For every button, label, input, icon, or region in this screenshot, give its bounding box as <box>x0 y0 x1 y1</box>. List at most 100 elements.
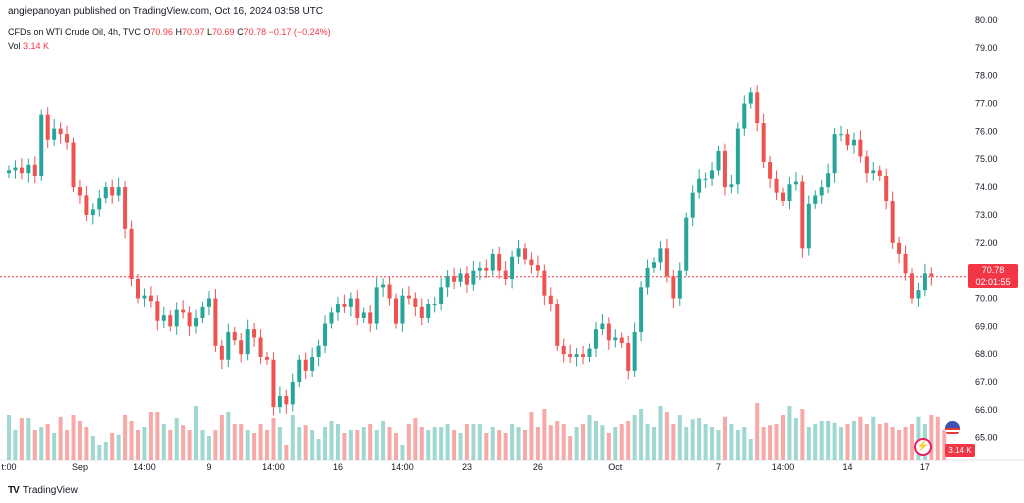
volume-bar <box>26 418 31 460</box>
open-value: 70.96 <box>150 27 173 37</box>
volume-bar <box>942 430 947 460</box>
volume-bar <box>716 430 721 460</box>
volume-bar <box>45 424 50 460</box>
volume-bar <box>290 415 295 460</box>
volume-bar <box>471 424 476 460</box>
candle-body <box>510 256 515 279</box>
x-tick-label: 14:00 <box>772 462 795 472</box>
candle-body <box>581 354 586 357</box>
candle-body <box>774 178 779 193</box>
us-flag-icon[interactable] <box>945 421 960 436</box>
volume-bar <box>110 433 115 460</box>
x-tick-label: 14 <box>842 462 852 472</box>
volume-bar <box>735 430 740 460</box>
candle-body <box>781 192 785 202</box>
candle-body <box>329 312 334 324</box>
y-tick-label: 74.00 <box>975 182 998 192</box>
volume-bar <box>477 424 482 460</box>
volume-bar <box>793 418 798 460</box>
y-tick-label: 75.00 <box>975 154 998 164</box>
volume-bar <box>297 427 302 460</box>
candle-body <box>839 134 844 136</box>
volume-bar <box>722 416 727 460</box>
candle-body <box>200 306 205 318</box>
y-tick-label: 70.00 <box>975 293 998 303</box>
volume-bar <box>65 430 70 460</box>
candle-body <box>671 276 676 299</box>
candle-body <box>877 170 882 176</box>
volume-bar <box>265 430 269 460</box>
volume-bar <box>387 427 392 460</box>
volume-bar <box>39 427 44 460</box>
candle-body <box>703 178 708 180</box>
volume-bar <box>439 427 444 460</box>
y-tick-label: 76.00 <box>975 126 998 136</box>
volume-bar <box>600 425 605 460</box>
candle-body <box>677 270 682 299</box>
candle-body <box>600 323 605 330</box>
candle-body <box>142 295 147 299</box>
candle-body <box>710 170 715 179</box>
candle-body <box>77 187 82 196</box>
candle-body <box>71 142 76 188</box>
flash-icon[interactable]: ⚡ <box>914 438 932 456</box>
volume-bar <box>161 424 166 460</box>
candle-body <box>652 262 656 268</box>
volume-bar <box>729 424 734 460</box>
volume-bar <box>935 416 940 460</box>
time-axis[interactable]: t:00 Sep 14:00 9 14:00 16 14:00 23 26 Oct 7 14:00 14… <box>1 462 929 472</box>
candle-body <box>26 164 31 174</box>
candle-body <box>832 134 837 174</box>
volume-bar <box>142 427 147 460</box>
x-tick-label: 7 <box>716 462 721 472</box>
volume-bar <box>529 412 534 460</box>
publisher-attribution: angiepanoyan published on TradingView.co… <box>8 6 324 17</box>
candle-body <box>697 178 702 193</box>
candle-body <box>755 92 760 124</box>
volume-bar <box>368 424 373 460</box>
candle-body <box>206 298 211 307</box>
volume-bar <box>606 433 611 460</box>
candle-body <box>342 304 347 307</box>
volume-bar <box>845 424 850 460</box>
volume-bar <box>329 421 334 460</box>
candle-body <box>535 265 540 271</box>
tradingview-brand: TradingView <box>22 485 78 496</box>
candle-body <box>793 181 798 185</box>
volume-bar <box>245 430 250 460</box>
candle-body <box>277 395 282 408</box>
y-tick-label: 78.00 <box>975 71 998 81</box>
candle-body <box>568 354 573 357</box>
volume-bar <box>355 430 360 460</box>
volume-bar <box>652 427 656 460</box>
low-label: L <box>207 27 213 37</box>
candles <box>7 85 934 416</box>
tradingview-logo[interactable]: TV TradingView <box>8 485 78 496</box>
candle-body <box>464 273 469 285</box>
volume-bar <box>206 436 211 460</box>
price-axis[interactable]: 80.00 79.00 78.00 77.00 76.00 75.00 74.00 73.00… <box>975 15 998 443</box>
volume-bar <box>613 427 618 460</box>
candle-body <box>265 356 269 360</box>
volume-bar <box>761 427 766 460</box>
candle-body <box>361 312 366 318</box>
candle-body <box>606 323 611 341</box>
candle-body <box>7 170 11 174</box>
candle-body <box>768 162 773 179</box>
volume-bar <box>458 433 463 460</box>
candle-body <box>297 359 302 383</box>
y-tick-label: 79.00 <box>975 43 998 53</box>
candle-body <box>258 337 263 357</box>
price-tag-countdown: 02:01:55 <box>975 277 1011 287</box>
candle-body <box>368 312 373 324</box>
candle-body <box>374 287 379 324</box>
candle-body <box>555 304 560 346</box>
volume-bar <box>277 427 282 460</box>
volume-bar <box>406 424 411 460</box>
open-label: O <box>143 27 151 37</box>
volume-bar <box>71 415 76 460</box>
candle-body <box>348 298 353 307</box>
volume-bar <box>394 433 398 460</box>
volume-bar <box>548 425 553 460</box>
